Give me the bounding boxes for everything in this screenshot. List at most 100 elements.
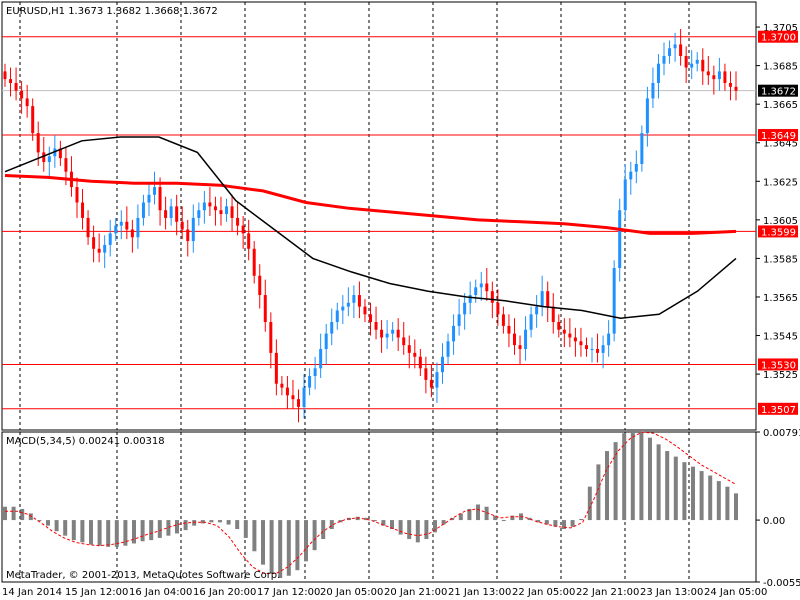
candle-body [324, 333, 328, 350]
macd-bar [510, 515, 515, 521]
macd-bar [372, 520, 377, 522]
candle-body [496, 302, 500, 315]
macd-bar [725, 486, 730, 521]
candle-body [114, 225, 118, 234]
candle-body [175, 206, 179, 222]
macd-bar [304, 520, 308, 562]
candle-body [673, 44, 677, 49]
candle-body [568, 333, 572, 338]
candle-body [728, 82, 732, 87]
candle-body [219, 210, 223, 215]
candle-body [634, 163, 638, 172]
macd-bar [622, 433, 627, 521]
macd-bar [691, 466, 695, 521]
macd-bar [605, 451, 609, 521]
candle-body [418, 356, 422, 369]
macd-bar [364, 517, 369, 521]
macd-bar [682, 462, 687, 521]
time-tick-label: 20 Jan 05:00 [320, 587, 383, 598]
candle-body [679, 44, 683, 56]
macd-bar [570, 520, 575, 527]
candle-body [3, 71, 7, 80]
candle-body [330, 322, 334, 334]
macd-bar [132, 520, 136, 544]
candle-body [424, 368, 428, 380]
candle-body [346, 302, 350, 307]
level-price-label: 1.3530 [761, 360, 796, 371]
candle-body [280, 383, 284, 388]
time-tick-label: 20 Jan 21:00 [384, 587, 447, 598]
macd-bar [261, 520, 265, 565]
candle-body [429, 379, 433, 388]
level-price-tag [758, 402, 798, 415]
level-price-tag [758, 129, 798, 142]
price-panel-frame [1, 1, 757, 431]
candle-body [75, 187, 79, 203]
time-tick-label: 22 Jan 21:00 [576, 587, 639, 598]
candle-body [701, 59, 705, 72]
candle-body [601, 345, 605, 353]
macd-signal-line [5, 431, 737, 574]
moving-averages [4, 136, 737, 319]
price-tick-label: 1.3585 [763, 254, 798, 265]
candle-body [141, 202, 145, 218]
candle-body [584, 345, 588, 350]
macd-bar [716, 481, 721, 521]
candle-body [695, 59, 699, 64]
macd-bar [562, 520, 566, 529]
candle-body [651, 82, 655, 99]
macd-bar [20, 508, 25, 521]
candle-body [186, 229, 190, 242]
candle-body [656, 63, 660, 83]
macd-bar [493, 515, 498, 521]
candle-body [596, 349, 600, 353]
current-price-label: 1.3672 [761, 87, 796, 98]
macd-bar [656, 444, 661, 521]
candle-body [723, 71, 727, 83]
price-tick-label: 1.3685 [763, 62, 798, 73]
candle-body [191, 217, 195, 242]
candle-body [435, 372, 439, 388]
candle-body [645, 98, 649, 134]
candle-body [529, 314, 533, 330]
candle-body [158, 187, 162, 211]
time-tick-label: 15 Jan 12:00 [65, 587, 128, 598]
macd-bar [433, 520, 437, 533]
level-price-label: 1.3599 [761, 227, 796, 238]
macd-bar [381, 520, 386, 526]
candle-body [717, 71, 721, 80]
candle-body [402, 337, 406, 346]
candle-body [236, 217, 240, 226]
macd-bar [71, 520, 76, 541]
macd-bar [329, 520, 334, 529]
candle-body [507, 325, 511, 334]
candle-body [623, 179, 627, 211]
candle-body [485, 283, 489, 292]
candle-body [629, 171, 633, 180]
candle-body [31, 106, 35, 134]
candle-body [225, 206, 229, 215]
candle-body [208, 202, 212, 207]
candle-body [97, 248, 101, 253]
candle-body [535, 306, 539, 315]
candle-body [81, 202, 85, 218]
candle-body [562, 329, 566, 334]
candle-body [546, 291, 550, 307]
candle-body [396, 329, 400, 338]
macd-bar [54, 520, 59, 532]
macd-histogram [3, 430, 738, 578]
candle-body [479, 283, 483, 288]
macd-bar [278, 520, 283, 578]
macd-bar [338, 520, 343, 523]
macd-bar [209, 520, 214, 523]
macd-bar [269, 520, 274, 574]
candle-body [252, 248, 256, 276]
candle-body [164, 210, 168, 218]
price-tick-label: 1.3705 [763, 23, 798, 34]
candle-body [468, 295, 472, 303]
candle-body [612, 268, 616, 334]
macd-bar [149, 520, 154, 541]
macd-bar [200, 520, 205, 524]
candle-body [136, 217, 140, 238]
